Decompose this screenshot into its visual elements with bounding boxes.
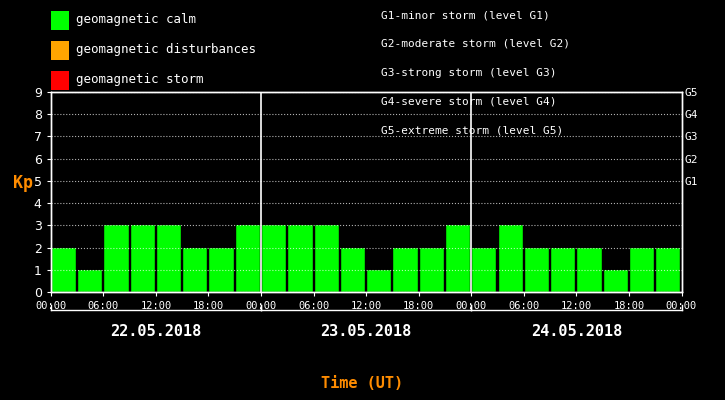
Bar — [289, 225, 312, 292]
Bar — [630, 248, 654, 292]
Bar — [394, 248, 418, 292]
Bar — [420, 248, 444, 292]
Text: geomagnetic storm: geomagnetic storm — [76, 74, 204, 86]
Bar — [499, 225, 523, 292]
Bar — [525, 248, 549, 292]
Bar — [104, 225, 128, 292]
Y-axis label: Kp: Kp — [12, 174, 33, 192]
Text: G4-severe storm (level G4): G4-severe storm (level G4) — [381, 96, 556, 106]
Bar — [577, 248, 602, 292]
Text: 24.05.2018: 24.05.2018 — [531, 324, 622, 340]
Bar — [210, 248, 233, 292]
Bar — [341, 248, 365, 292]
Text: G5-extreme storm (level G5): G5-extreme storm (level G5) — [381, 125, 563, 135]
Text: 22.05.2018: 22.05.2018 — [110, 324, 202, 340]
Text: Time (UT): Time (UT) — [321, 376, 404, 392]
Text: G1-minor storm (level G1): G1-minor storm (level G1) — [381, 10, 550, 20]
Text: 23.05.2018: 23.05.2018 — [320, 324, 412, 340]
Text: G3-strong storm (level G3): G3-strong storm (level G3) — [381, 68, 556, 78]
Bar — [367, 270, 392, 292]
Bar — [157, 225, 181, 292]
Bar — [604, 270, 628, 292]
Bar — [236, 225, 260, 292]
Bar — [551, 248, 576, 292]
Bar — [51, 248, 76, 292]
Bar — [315, 225, 339, 292]
Bar — [130, 225, 155, 292]
Bar — [262, 225, 286, 292]
Bar — [78, 270, 102, 292]
Text: G2-moderate storm (level G2): G2-moderate storm (level G2) — [381, 39, 570, 49]
Text: geomagnetic disturbances: geomagnetic disturbances — [76, 44, 256, 56]
Bar — [183, 248, 207, 292]
Bar — [472, 248, 497, 292]
Text: geomagnetic calm: geomagnetic calm — [76, 14, 196, 26]
Bar — [446, 225, 471, 292]
Bar — [656, 248, 681, 292]
